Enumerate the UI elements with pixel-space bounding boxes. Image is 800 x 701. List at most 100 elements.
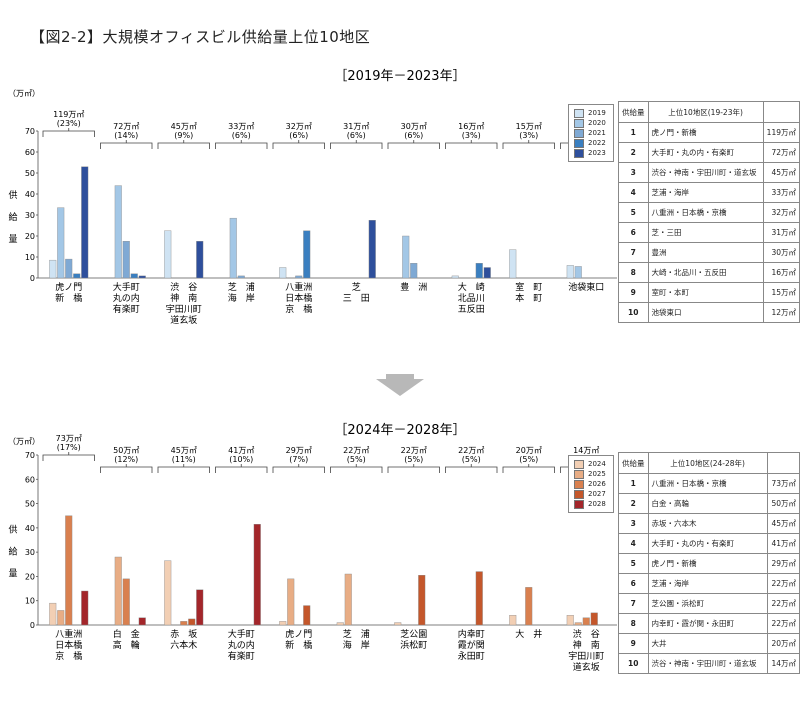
y-tick-label: 10 xyxy=(25,597,35,606)
amount-cell: 30万㎡ xyxy=(762,242,800,263)
amount-cell: 15万㎡ xyxy=(762,282,800,303)
group-share-label: (9%) xyxy=(174,131,193,140)
group-share-label: (6%) xyxy=(347,131,366,140)
legend-2024-2028: 2024 2025 2026 2027 2028 xyxy=(568,455,614,513)
x-category-label: 丸の内 xyxy=(228,639,255,651)
bar xyxy=(73,273,81,279)
group-total-label: 119万㎡ xyxy=(53,110,84,119)
table-header-supply: 供給量 xyxy=(618,452,649,474)
x-category-label: 三 田 xyxy=(343,293,370,304)
table-row: 9 大井 20万㎡ xyxy=(618,633,800,654)
group-bracket xyxy=(215,140,268,149)
x-category-label: 五反田 xyxy=(458,304,485,315)
legend-item: 2023 xyxy=(574,148,608,158)
legend-2019-2023: 2019 2020 2021 2022 2023 xyxy=(568,104,614,162)
area-cell: 白金・高輪 xyxy=(647,493,768,514)
table-row: 2 白金・高輪 50万㎡ xyxy=(618,493,800,514)
x-category-label: 日本橋 xyxy=(55,639,82,651)
x-category-label: 丸の内 xyxy=(113,292,140,304)
legend-label: 2023 xyxy=(588,149,606,157)
rank-cell: 7 xyxy=(618,242,649,263)
rank-cell: 6 xyxy=(618,573,649,594)
legend-item: 2021 xyxy=(574,128,608,138)
group-share-label: (6%) xyxy=(232,131,251,140)
area-cell: 芝浦・海岸 xyxy=(647,182,764,203)
y-axis-title-char: 給 xyxy=(8,211,17,223)
rank-cell: 6 xyxy=(618,222,649,243)
table-row: 10 池袋東口 12万㎡ xyxy=(618,302,800,323)
group-share-label: (7%) xyxy=(289,455,308,464)
x-category-label: 芝公園 xyxy=(400,628,427,640)
x-category-label: 渋 谷 xyxy=(170,281,197,293)
group-total-label: 16万㎡ xyxy=(458,122,484,131)
group-total-label: 31万㎡ xyxy=(343,122,369,131)
rank-cell: 8 xyxy=(618,262,649,283)
legend-item: 2028 xyxy=(574,499,608,509)
group-bracket xyxy=(330,464,383,473)
chart-title: ［2019年－2023年］ xyxy=(334,69,465,84)
group-total-label: 22万㎡ xyxy=(458,446,484,455)
group-total-label: 20万㎡ xyxy=(516,446,542,455)
group-bracket xyxy=(100,464,153,473)
bar xyxy=(279,621,287,626)
table-row: 5 虎ノ門・新橋 29万㎡ xyxy=(618,553,800,574)
y-axis-title-char: 量 xyxy=(8,234,17,245)
group-bracket xyxy=(272,140,325,149)
y-tick-label: 0 xyxy=(30,274,35,283)
bar xyxy=(279,267,287,279)
group-share-label: (17%) xyxy=(57,443,81,452)
group-share-label: (23%) xyxy=(57,119,81,128)
table-row: 7 豊洲 30万㎡ xyxy=(618,242,800,263)
area-cell: 赤坂・六本木 xyxy=(647,513,768,534)
area-cell: 芝浦・海岸 xyxy=(647,573,768,594)
y-tick-label: 0 xyxy=(30,621,35,630)
legend-label: 2020 xyxy=(588,119,606,127)
x-category-label: 永田町 xyxy=(458,650,485,662)
x-category-label: 虎ノ門 xyxy=(55,281,82,293)
rank-cell: 1 xyxy=(618,473,649,494)
y-tick-label: 60 xyxy=(25,475,35,484)
table-header-supply: 供給量 xyxy=(618,101,649,123)
bar xyxy=(410,263,418,279)
bar xyxy=(164,230,172,279)
group-bracket xyxy=(215,464,268,473)
x-category-label: 高 輪 xyxy=(113,639,140,651)
table-row: 9 室町・本町 15万㎡ xyxy=(618,282,800,303)
table-row: 6 芝・三田 31万㎡ xyxy=(618,222,800,243)
group-share-label: (5%) xyxy=(404,455,423,464)
legend-swatch xyxy=(574,138,584,148)
bar xyxy=(253,524,261,626)
bar xyxy=(57,610,65,626)
x-category-label: 神 南 xyxy=(573,639,600,651)
group-total-label: 30万㎡ xyxy=(401,122,427,131)
table-row: 10 渋谷・神南・宇田川町・道玄坂 14万㎡ xyxy=(618,653,800,674)
group-bracket xyxy=(157,140,210,149)
x-category-label: 大 崎 xyxy=(458,281,485,293)
group-share-label: (14%) xyxy=(114,131,138,140)
bar xyxy=(180,621,188,626)
table-row: 7 芝公園・浜松町 22万㎡ xyxy=(618,593,800,614)
bar xyxy=(130,273,138,279)
group-bracket xyxy=(387,140,440,149)
x-category-label: 宇田川町 xyxy=(568,650,604,662)
x-category-label: 道玄坂 xyxy=(573,661,600,673)
area-cell: 八重洲・日本橋・京橋 xyxy=(647,473,768,494)
bar xyxy=(65,258,73,279)
amount-cell: 50万㎡ xyxy=(766,493,800,514)
bar xyxy=(566,615,574,626)
x-category-label: 芝 浦 xyxy=(228,281,255,293)
legend-swatch xyxy=(574,489,584,499)
area-cell: 虎ノ門・新橋 xyxy=(647,122,764,143)
x-category-label: 日本橋 xyxy=(285,292,312,304)
group-bracket xyxy=(502,140,555,149)
group-bracket xyxy=(100,140,153,149)
x-category-label: 渋 谷 xyxy=(573,628,600,640)
legend-label: 2019 xyxy=(588,109,606,117)
x-category-label: 海 岸 xyxy=(228,292,255,304)
page-title: 【図2-2】大規模オフィスビル供給量上位10地区 xyxy=(30,28,371,46)
group-bracket xyxy=(445,140,498,149)
x-category-label: 宇田川町 xyxy=(166,303,202,315)
group-total-label: 29万㎡ xyxy=(286,446,312,455)
area-cell: 大井 xyxy=(647,633,768,654)
table-row: 5 八重洲・日本橋・京橋 32万㎡ xyxy=(618,202,800,223)
